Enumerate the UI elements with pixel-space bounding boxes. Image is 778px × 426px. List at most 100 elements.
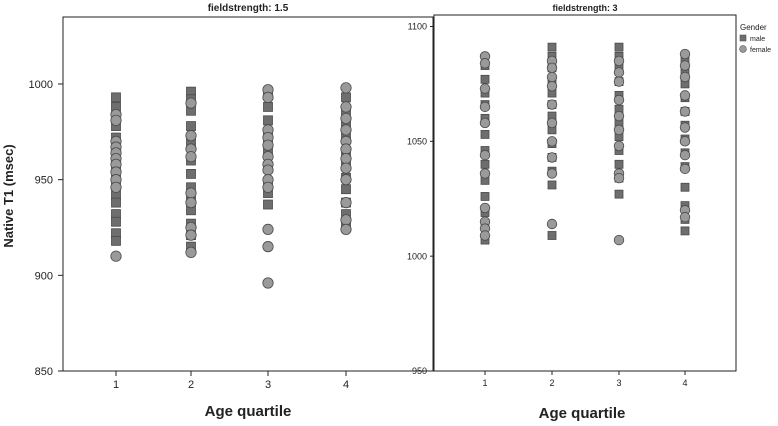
- data-point-female: [479, 101, 491, 113]
- data-point-male: [341, 92, 351, 103]
- data-point-male: [547, 180, 557, 190]
- x-axis-label: Age quartile: [205, 403, 292, 420]
- data-point-female: [679, 136, 691, 147]
- data-point-female: [479, 168, 491, 179]
- data-point-female: [340, 214, 352, 226]
- data-point-female: [613, 67, 625, 78]
- x-tick-label: 1: [482, 378, 487, 388]
- data-point-male: [614, 189, 624, 199]
- data-point-female: [546, 218, 558, 230]
- data-point-male: [614, 42, 624, 52]
- data-point-female: [262, 91, 274, 103]
- data-point-female: [340, 153, 352, 165]
- data-points: [110, 82, 352, 289]
- data-point-female: [479, 202, 491, 214]
- x-tick-label: 3: [616, 378, 621, 388]
- data-point-female: [546, 117, 558, 129]
- y-tick-label: 1050: [407, 137, 427, 147]
- data-point-female: [185, 246, 197, 258]
- data-point-female: [262, 164, 274, 176]
- y-tick-label: 850: [35, 366, 53, 378]
- data-point-female: [185, 151, 197, 163]
- data-point-male: [480, 130, 490, 139]
- data-point-female: [185, 187, 197, 199]
- data-point-female: [613, 55, 625, 67]
- ticks: 850 900 950 1000 1 2 3 4: [29, 79, 350, 391]
- plot-area: [433, 14, 737, 372]
- y-tick-label: 1000: [29, 79, 53, 91]
- y-tick-label: 1100: [408, 22, 427, 32]
- data-point-female: [479, 230, 491, 241]
- data-point-female: [340, 124, 352, 136]
- data-point-female: [185, 130, 197, 142]
- data-point-female: [679, 163, 691, 175]
- data-point-female: [340, 101, 352, 113]
- data-point-male: [680, 182, 690, 192]
- data-point-male: [341, 184, 351, 195]
- panel-fieldstrength-1-5: fieldstrength: 1.5 Native T1 (msec) Age …: [1, 3, 434, 420]
- data-point-male: [547, 231, 557, 240]
- data-point-female: [679, 211, 691, 223]
- x-tick-label: 4: [343, 379, 349, 391]
- data-point-female: [185, 97, 197, 109]
- data-point-male: [614, 159, 624, 169]
- data-point-female: [340, 223, 352, 235]
- data-point-male: [263, 102, 273, 112]
- data-point-female: [185, 229, 197, 241]
- data-point-female: [613, 76, 625, 87]
- data-points: [479, 42, 691, 246]
- data-point-female: [613, 234, 625, 246]
- data-point-female: [340, 174, 352, 186]
- y-tick-label: 950: [412, 366, 427, 376]
- data-point-female: [340, 82, 352, 94]
- data-point-female: [340, 143, 352, 155]
- x-tick-label: 2: [549, 378, 554, 388]
- data-point-female: [679, 122, 691, 133]
- panel-fieldstrength-3: fieldstrength: 3 Age quartile 950 1000 105…: [407, 3, 771, 422]
- data-point-female: [613, 124, 625, 136]
- data-point-female: [613, 140, 625, 152]
- data-point-male: [480, 192, 490, 201]
- y-tick-label: 1000: [407, 251, 427, 261]
- data-point-female: [546, 80, 558, 92]
- data-point-male: [680, 226, 690, 236]
- data-point-female: [185, 197, 197, 209]
- legend-male-swatch: [739, 34, 747, 42]
- data-point-female: [679, 106, 691, 117]
- data-point-female: [546, 62, 558, 74]
- legend-female-label: female: [750, 47, 771, 54]
- data-point-female: [679, 60, 691, 71]
- data-point-male: [480, 159, 490, 169]
- data-point-female: [546, 152, 558, 163]
- x-tick-label: 4: [682, 378, 687, 388]
- legend: Gender male female: [739, 23, 771, 54]
- y-tick-label: 900: [35, 270, 53, 282]
- data-point-male: [547, 42, 557, 52]
- ticks: 950 1000 1050 1100 1 2 3 4: [407, 22, 688, 388]
- x-tick-label: 1: [113, 379, 119, 391]
- data-point-female: [546, 99, 558, 110]
- legend-male-label: male: [750, 36, 765, 43]
- data-point-female: [679, 90, 691, 101]
- data-point-male: [111, 92, 121, 103]
- data-point-female: [479, 117, 491, 129]
- data-point-female: [679, 48, 691, 60]
- data-point-female: [262, 181, 274, 193]
- data-point-female: [479, 58, 491, 69]
- x-tick-label: 2: [188, 379, 194, 391]
- data-point-male: [111, 197, 121, 208]
- data-point-female: [110, 250, 122, 262]
- data-point-male: [263, 115, 273, 126]
- data-point-female: [340, 112, 352, 125]
- data-point-male: [186, 169, 196, 179]
- y-axis-label: Native T1 (msec): [1, 144, 16, 247]
- legend-female-swatch: [739, 45, 747, 53]
- data-point-female: [613, 110, 625, 122]
- data-point-female: [613, 172, 625, 184]
- data-point-female: [613, 94, 625, 106]
- legend-title: Gender: [740, 23, 767, 32]
- data-point-female: [110, 114, 122, 126]
- data-point-female: [262, 223, 274, 235]
- data-point-female: [679, 71, 691, 83]
